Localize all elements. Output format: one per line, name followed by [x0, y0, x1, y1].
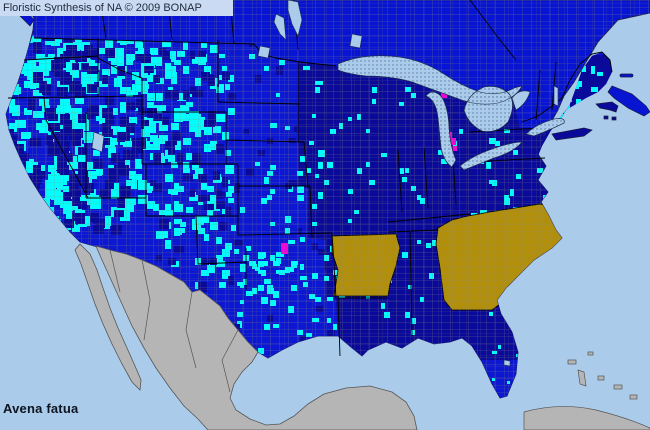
- map-title: Floristic Synthesis of NA © 2009 BONAP: [0, 0, 233, 16]
- mexico-state-lines: [109, 249, 239, 393]
- prince-edward-island: [619, 73, 634, 78]
- caribbean-islands: [523, 351, 650, 430]
- andros-island: [577, 369, 587, 387]
- nova-scotia: [607, 85, 650, 117]
- lake-manitoba: [273, 13, 287, 41]
- great-salt-lake: [91, 131, 105, 153]
- lake-of-the-woods: [257, 45, 271, 59]
- baja-california: [74, 243, 142, 391]
- long-island: [551, 127, 593, 141]
- cape-cod: [595, 101, 619, 113]
- species-name-label: Avena fatua: [3, 401, 79, 416]
- lake-okeechobee: [503, 359, 511, 367]
- northeast-coastal-features: [551, 101, 619, 141]
- state-borders: [7, 38, 557, 357]
- lake-nipigon: [349, 33, 363, 49]
- lake-winnipeg: [287, 0, 303, 37]
- lake-champlain: [553, 85, 559, 107]
- georgian-bay: [511, 90, 531, 111]
